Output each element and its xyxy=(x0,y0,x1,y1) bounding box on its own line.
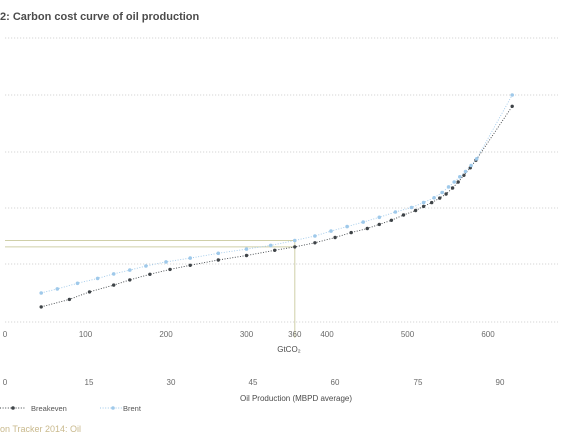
data-point-breakeven-29 xyxy=(510,104,514,109)
legend-label-breakeven: Breakeven xyxy=(31,404,67,413)
top-tick-label-6: 500 xyxy=(401,330,415,339)
data-point-brent-13 xyxy=(313,234,317,238)
reference-guides xyxy=(5,240,296,338)
legend-swatch-marker-brent xyxy=(111,406,115,410)
top-tick-label-4: 360 xyxy=(288,330,302,339)
legend-label-brent: Brent xyxy=(123,404,142,413)
data-point-breakeven-15 xyxy=(365,226,369,231)
top-axis-ticks: 0 100 200 300 360 400 500 600 xyxy=(3,330,495,339)
top-axis-label-text: GtCO₂ xyxy=(277,345,301,354)
data-point-breakeven-10 xyxy=(273,248,277,252)
bottom-tick-label-1: 15 xyxy=(85,378,94,387)
bottom-tick-label-4: 60 xyxy=(331,378,340,387)
data-point-brent-8 xyxy=(188,256,192,260)
data-point-brent-12 xyxy=(293,238,297,243)
data-point-brent-21 xyxy=(432,196,436,200)
data-point-breakeven-1 xyxy=(67,297,72,302)
legend-swatch-marker-breakeven xyxy=(11,406,15,410)
bottom-axis-label: Oil Production (MBPD average) xyxy=(240,394,352,403)
top-tick-label-0: 0 xyxy=(3,330,8,339)
data-point-brent-15 xyxy=(345,224,349,229)
data-point-brent-17 xyxy=(377,215,382,220)
chart-title: 2: Carbon cost curve of oil production xyxy=(0,11,200,23)
data-point-breakeven-5 xyxy=(148,272,152,276)
data-point-brent-28 xyxy=(474,157,479,161)
top-tick-label-7: 600 xyxy=(481,330,495,339)
data-point-breakeven-4 xyxy=(128,278,132,282)
bottom-tick-label-2: 30 xyxy=(167,378,176,387)
data-point-breakeven-26 xyxy=(462,173,466,177)
top-tick-label-3: 300 xyxy=(240,330,254,339)
data-point-breakeven-24 xyxy=(450,186,455,190)
data-point-brent-0 xyxy=(39,291,43,295)
data-point-breakeven-13 xyxy=(333,235,337,240)
data-point-brent-6 xyxy=(144,264,148,268)
data-point-breakeven-17 xyxy=(389,218,394,222)
legend-item-brent: Brent xyxy=(100,404,142,413)
bottom-axis-ticks: 0 15 30 45 60 75 90 xyxy=(3,378,505,387)
data-point-breakeven-20 xyxy=(421,204,426,209)
bottom-tick-label-0: 0 xyxy=(3,378,8,387)
top-tick-label-1: 100 xyxy=(79,330,93,339)
bottom-tick-label-3: 45 xyxy=(249,378,258,387)
legend-item-breakeven: Breakeven xyxy=(0,404,67,413)
data-point-brent-14 xyxy=(329,229,333,233)
data-point-brent-19 xyxy=(409,205,414,210)
data-point-breakeven-11 xyxy=(293,245,297,249)
data-point-brent-16 xyxy=(361,220,366,224)
bottom-tick-label-5: 75 xyxy=(414,378,423,387)
top-axis-label: GtCO₂ xyxy=(277,345,301,354)
data-point-brent-22 xyxy=(440,190,444,195)
data-point-breakeven-21 xyxy=(430,200,434,205)
data-point-breakeven-7 xyxy=(188,263,192,267)
series-line-breakeven xyxy=(41,106,513,308)
data-point-breakeven-22 xyxy=(438,196,442,200)
data-point-brent-9 xyxy=(216,251,221,256)
data-point-brent-11 xyxy=(268,243,273,248)
source-note: on Tracker 2014: Oil xyxy=(0,424,82,434)
top-tick-label-2: 200 xyxy=(159,330,173,339)
data-point-breakeven-12 xyxy=(313,241,317,245)
data-point-breakeven-19 xyxy=(413,208,418,213)
data-point-brent-25 xyxy=(458,175,462,179)
legend: Breakeven Brent xyxy=(0,404,142,413)
data-point-brent-10 xyxy=(244,247,249,251)
data-point-brent-18 xyxy=(393,210,398,214)
data-point-breakeven-18 xyxy=(401,213,406,217)
data-point-breakeven-16 xyxy=(377,222,381,227)
data-point-breakeven-9 xyxy=(244,253,249,258)
data-point-brent-3 xyxy=(95,276,100,281)
data-point-brent-1 xyxy=(55,287,60,291)
data-point-breakeven-23 xyxy=(444,192,448,196)
data-point-brent-7 xyxy=(164,260,168,264)
data-point-brent-27 xyxy=(469,163,473,168)
bottom-tick-label-6: 90 xyxy=(496,378,505,387)
data-point-brent-5 xyxy=(128,268,132,272)
gridlines xyxy=(5,37,558,323)
data-point-brent-26 xyxy=(463,169,468,174)
series-brent xyxy=(39,93,514,295)
series-breakeven xyxy=(39,104,514,309)
data-point-brent-20 xyxy=(421,200,426,205)
data-point-brent-29 xyxy=(510,93,514,97)
data-point-breakeven-8 xyxy=(216,258,220,262)
series-layer xyxy=(39,93,514,309)
data-point-breakeven-6 xyxy=(168,267,172,272)
data-point-breakeven-0 xyxy=(39,305,43,309)
top-tick-label-5: 400 xyxy=(320,330,334,339)
data-point-brent-2 xyxy=(75,281,80,286)
data-point-brent-24 xyxy=(452,180,457,184)
data-point-breakeven-3 xyxy=(112,283,116,287)
data-point-breakeven-14 xyxy=(349,230,353,235)
data-point-breakeven-2 xyxy=(87,290,92,294)
data-point-breakeven-25 xyxy=(456,180,460,184)
data-point-brent-4 xyxy=(111,272,116,276)
data-point-brent-23 xyxy=(446,185,451,189)
